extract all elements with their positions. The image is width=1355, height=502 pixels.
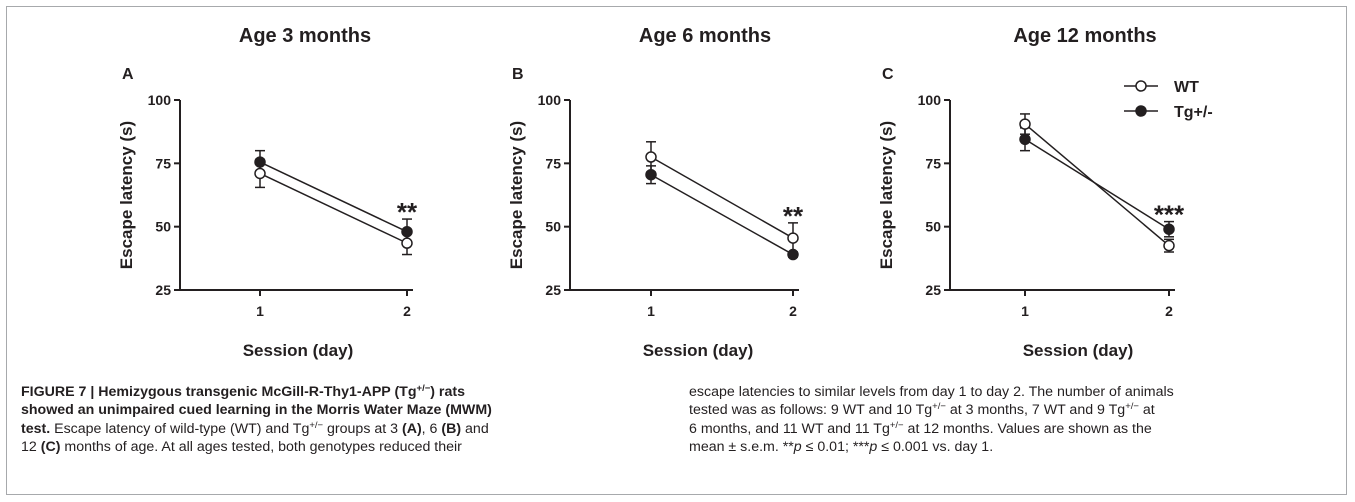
caption-text: , 6 xyxy=(421,420,442,437)
chart-title: Age 6 months xyxy=(639,25,771,47)
y-tick-label: 25 xyxy=(545,282,561,298)
caption-line: tested was as follows: 9 WT and 10 Tg+/−… xyxy=(689,401,1337,419)
superscript: +/− xyxy=(1125,401,1139,413)
data-point-wt xyxy=(401,237,413,249)
data-point-tg xyxy=(254,156,266,168)
y-axis-label: Escape latency (s) xyxy=(877,121,896,269)
x-tick-label: 1 xyxy=(1021,303,1029,319)
caption-line: test. Escape latency of wild-type (WT) a… xyxy=(21,420,661,438)
y-tick-label: 50 xyxy=(925,219,941,235)
significance-marker: ** xyxy=(397,197,418,227)
data-point-tg xyxy=(401,225,413,238)
caption-title: ) rats xyxy=(430,384,465,400)
data-point-wt xyxy=(1019,118,1031,130)
y-tick-label: 50 xyxy=(155,219,171,235)
y-tick-label: 75 xyxy=(925,155,941,171)
figure-caption-left: FIGURE 7 | Hemizygous transgenic McGill-… xyxy=(21,383,661,456)
superscript: +/− xyxy=(416,383,431,394)
caption-text: ≤ 0.01; *** xyxy=(801,438,870,455)
panel-letter: C xyxy=(882,66,894,83)
y-tick-label: 100 xyxy=(538,92,562,108)
figure-frame xyxy=(6,6,1347,495)
caption-text: mean ± s.e.m. ** xyxy=(689,438,794,455)
significance-marker: ** xyxy=(783,201,804,231)
significance-marker: *** xyxy=(1154,200,1185,230)
y-tick-label: 25 xyxy=(155,282,171,298)
x-axis-label: Session (day) xyxy=(643,341,754,360)
caption-text: tested was as follows: 9 WT and 10 Tg xyxy=(689,402,933,419)
caption-text: 12 xyxy=(21,438,41,455)
superscript: +/− xyxy=(309,419,324,431)
y-axis-label: Escape latency (s) xyxy=(507,121,526,269)
y-tick-label: 50 xyxy=(545,219,561,235)
data-point-tg xyxy=(645,168,657,181)
y-axis-label: Escape latency (s) xyxy=(117,121,136,269)
caption-text: at 12 months. Values are shown as the xyxy=(903,420,1152,437)
data-point-tg xyxy=(1163,223,1175,235)
series-line xyxy=(259,172,408,244)
legend-label: WT xyxy=(1174,79,1199,96)
series-line xyxy=(259,161,408,233)
caption-text: 6 months, and 11 WT and 11 Tg xyxy=(689,420,890,437)
x-tick-label: 2 xyxy=(403,303,411,319)
panel-ref: (B) xyxy=(441,420,462,437)
p-symbol: p xyxy=(869,438,878,455)
chart-title: Age 12 months xyxy=(1013,25,1156,47)
x-tick-label: 1 xyxy=(647,303,655,319)
caption-title: Hemizygous transgenic McGill-R-Thy1-APP … xyxy=(98,384,417,400)
caption-text: at 3 months, 7 WT and 9 Tg xyxy=(945,402,1126,419)
superscript: +/− xyxy=(889,419,904,431)
x-tick-label: 2 xyxy=(789,303,797,319)
panel-ref: (A) xyxy=(401,420,422,437)
superscript: +/− xyxy=(932,401,946,413)
legend-label: Tg+/- xyxy=(1174,104,1213,121)
caption-title: test. xyxy=(21,420,51,437)
caption-line: mean ± s.e.m. **p ≤ 0.01; ***p ≤ 0.001 v… xyxy=(689,438,1337,456)
figure-label: FIGURE 7 | xyxy=(21,384,99,400)
y-tick-label: 100 xyxy=(918,92,942,108)
p-symbol: p xyxy=(793,438,802,455)
data-point-wt xyxy=(787,232,799,244)
x-tick-label: 1 xyxy=(256,303,264,319)
caption-text: ≤ 0.001 vs. day 1. xyxy=(877,438,994,455)
series-line xyxy=(650,174,794,256)
data-point-wt xyxy=(1163,239,1175,252)
legend-marker xyxy=(1135,80,1147,92)
y-tick-label: 100 xyxy=(148,92,172,108)
caption-text: groups at 3 xyxy=(323,420,402,437)
x-axis-label: Session (day) xyxy=(1023,341,1134,360)
data-point-tg xyxy=(1019,133,1031,146)
y-tick-label: 25 xyxy=(925,282,941,298)
x-tick-label: 2 xyxy=(1165,303,1173,319)
caption-text: Escape latency of wild-type (WT) and Tg xyxy=(50,420,310,437)
caption-text: and xyxy=(461,420,489,437)
data-point-wt xyxy=(254,167,266,180)
legend-marker xyxy=(1135,105,1147,117)
x-axis-label: Session (day) xyxy=(243,341,354,360)
caption-text: at xyxy=(1138,402,1155,419)
panel-letter: A xyxy=(122,66,134,83)
panel-ref: (C) xyxy=(40,438,61,455)
y-tick-label: 75 xyxy=(545,155,561,171)
figure-caption-right: escape latencies to similar levels from … xyxy=(689,383,1337,456)
caption-line: 6 months, and 11 WT and 11 Tg+/− at 12 m… xyxy=(689,420,1337,438)
data-point-tg xyxy=(787,248,799,261)
chart-title: Age 3 months xyxy=(239,25,371,47)
caption-text: months of age. At all ages tested, both … xyxy=(60,438,462,455)
series-line xyxy=(650,156,794,239)
data-point-wt xyxy=(645,151,657,163)
figure-charts: Age 3 months A 25 50 75 100 1 2 Session (day) Esc… xyxy=(117,25,1213,360)
y-tick-label: 75 xyxy=(155,155,171,171)
caption-title: showed an unimpaired cued learning in th… xyxy=(21,402,492,419)
series-line xyxy=(1024,138,1170,230)
caption-line: 12 (C) months of age. At all ages tested… xyxy=(21,438,661,456)
caption-line: FIGURE 7 | Hemizygous transgenic McGill-… xyxy=(21,383,661,401)
caption-text: escape latencies to similar levels from … xyxy=(689,384,1174,400)
panel-letter: B xyxy=(512,66,524,83)
